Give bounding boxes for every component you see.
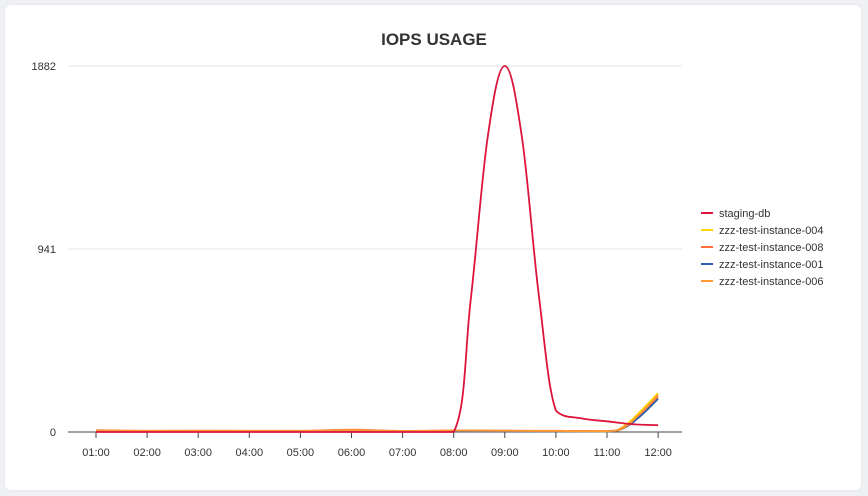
legend-label: zzz-test-instance-001 — [719, 259, 824, 271]
x-tick-label: 09:00 — [491, 447, 519, 459]
legend-label: zzz-test-instance-004 — [719, 225, 824, 237]
legend-item-zzz-test-instance-004[interactable]: zzz-test-instance-004 — [701, 225, 824, 237]
y-axis-ticks: 1882 941 0 — [32, 61, 56, 439]
chart-card — [5, 5, 861, 490]
x-tick-label: 08:00 — [440, 447, 468, 459]
x-tick-label: 03:00 — [184, 447, 212, 459]
y-tick-label: 1882 — [32, 61, 56, 73]
series-line-zzz-test-instance-001 — [95, 398, 659, 433]
x-tick-label: 12:00 — [644, 447, 672, 459]
x-tick-label: 10:00 — [542, 447, 570, 459]
legend-item-zzz-test-instance-001[interactable]: zzz-test-instance-001 — [701, 259, 824, 271]
series-line-staging-db — [95, 65, 659, 433]
grid-lines — [68, 65, 682, 250]
x-tick-label: 05:00 — [287, 447, 315, 459]
x-tick-label: 04:00 — [236, 447, 264, 459]
legend[interactable]: staging-db zzz-test-instance-004 zzz-test-… — [701, 208, 824, 288]
series-line-zzz-test-instance-004 — [95, 392, 659, 433]
x-tick-label: 01:00 — [82, 447, 110, 459]
x-tick-label: 02:00 — [133, 447, 161, 459]
x-tick-label: 07:00 — [389, 447, 417, 459]
series-lines — [95, 65, 659, 433]
x-axis: 01:00 02:00 03:00 04:00 05:00 06:00 07:00 08:00… — [68, 431, 682, 459]
legend-item-zzz-test-instance-006[interactable]: zzz-test-instance-006 — [701, 276, 824, 288]
legend-item-staging-db[interactable]: staging-db — [701, 208, 770, 220]
chart-title: IOPS USAGE — [381, 30, 487, 49]
x-tick-label: 06:00 — [338, 447, 366, 459]
legend-label: zzz-test-instance-006 — [719, 276, 824, 288]
y-tick-label: 941 — [38, 244, 56, 256]
y-tick-label: 0 — [50, 427, 56, 439]
legend-label: zzz-test-instance-008 — [719, 242, 824, 254]
legend-item-zzz-test-instance-008[interactable]: zzz-test-instance-008 — [701, 242, 824, 254]
series-line-zzz-test-instance-006 — [95, 394, 659, 433]
legend-label: staging-db — [719, 208, 770, 220]
series-line-zzz-test-instance-008 — [95, 396, 659, 432]
x-tick-label: 11:00 — [594, 447, 621, 459]
